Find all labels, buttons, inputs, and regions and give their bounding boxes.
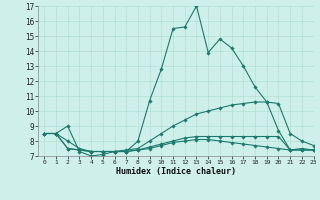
X-axis label: Humidex (Indice chaleur): Humidex (Indice chaleur) — [116, 167, 236, 176]
